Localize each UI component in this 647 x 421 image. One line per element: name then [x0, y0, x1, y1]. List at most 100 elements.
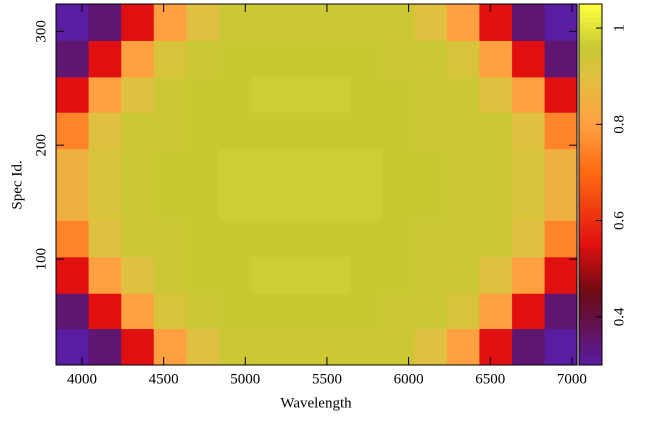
heat-cell — [88, 4, 122, 41]
heat-cell — [186, 220, 220, 258]
heat-cell — [218, 112, 252, 150]
heat-cell — [88, 183, 122, 221]
heat-cell — [381, 112, 415, 150]
colorbar-segment — [579, 157, 602, 163]
colorbar-tick-label: 1 — [611, 24, 627, 32]
heat-cell — [414, 148, 448, 186]
heat-cell — [88, 328, 122, 366]
heat-cell — [218, 183, 252, 221]
colorbar-segment — [579, 80, 602, 86]
colorbar-segment — [579, 252, 602, 258]
heat-cell — [88, 40, 122, 78]
heat-cell — [381, 4, 415, 41]
colorbar-segment — [579, 198, 602, 204]
colorbar-segment — [579, 98, 602, 104]
heat-cell — [284, 328, 318, 366]
heat-cell — [284, 183, 318, 221]
colorbar-segment — [579, 35, 602, 41]
y-tick-label: 300 — [33, 20, 49, 43]
colorbar-segment — [579, 355, 602, 361]
heat-cell — [414, 4, 448, 41]
colorbar-segment — [579, 319, 602, 325]
heat-cell — [218, 148, 252, 186]
colorbar-segment — [579, 202, 602, 208]
colorbar-segment — [579, 89, 602, 95]
colorbar-segment — [579, 351, 602, 357]
x-tick-label: 4000 — [67, 371, 97, 387]
heat-cell — [186, 292, 220, 330]
colorbar-segment — [579, 216, 602, 222]
heat-cell — [153, 256, 187, 294]
heat-cell — [251, 112, 285, 150]
heat-cell — [251, 292, 285, 330]
heat-cell — [88, 112, 122, 150]
colorbar-segment — [579, 207, 602, 213]
heat-cell — [479, 220, 513, 258]
heat-cell — [446, 40, 480, 78]
heat-cell — [479, 4, 513, 41]
heat-cell — [186, 4, 220, 41]
colorbar-segment — [579, 170, 602, 176]
colorbar-segment — [579, 17, 602, 23]
heat-cell — [446, 292, 480, 330]
heat-cell — [349, 183, 383, 221]
colorbar-segment — [579, 8, 602, 14]
heat-cell — [218, 4, 252, 41]
heat-cell — [284, 256, 318, 294]
heat-cell — [284, 112, 318, 150]
heat-cell — [381, 256, 415, 294]
heat-cell — [284, 148, 318, 186]
colorbar-tick-label: 0.8 — [611, 115, 627, 134]
colorbar-segment — [579, 107, 602, 113]
heat-cell — [218, 292, 252, 330]
colorbar-segment — [579, 301, 602, 307]
heat-cell — [56, 112, 90, 150]
heat-cell — [479, 256, 513, 294]
heat-cell — [284, 75, 318, 113]
heat-cell — [186, 40, 220, 78]
heat-cell — [316, 4, 350, 41]
colorbar-segment — [579, 315, 602, 321]
colorbar-segment — [579, 67, 602, 73]
colorbar-segment — [579, 148, 602, 154]
heat-cell — [88, 292, 122, 330]
heat-cell — [218, 75, 252, 113]
colorbar-segment — [579, 337, 602, 343]
colorbar-segment — [579, 342, 602, 348]
heat-cell — [284, 40, 318, 78]
colorbar-segment — [579, 346, 602, 352]
colorbar-segment — [579, 58, 602, 64]
heat-cell — [153, 112, 187, 150]
colorbar-segment — [579, 112, 602, 118]
heat-cell — [251, 183, 285, 221]
heat-cell — [218, 256, 252, 294]
heat-cell — [153, 328, 187, 366]
heat-cell — [284, 220, 318, 258]
x-tick-label: 6500 — [475, 371, 505, 387]
heat-cell — [381, 75, 415, 113]
heat-cell — [316, 220, 350, 258]
heat-cell — [316, 328, 350, 366]
colorbar-segment — [579, 292, 602, 298]
heat-cell — [153, 220, 187, 258]
heat-cell — [251, 220, 285, 258]
colorbar-segment — [579, 116, 602, 122]
colorbar-segment — [579, 247, 602, 253]
heat-cell — [544, 292, 578, 330]
heat-cell — [121, 148, 155, 186]
heat-cell — [544, 220, 578, 258]
colorbar-segment — [579, 324, 602, 330]
colorbar-segment — [579, 22, 602, 28]
heat-cell — [186, 112, 220, 150]
colorbar-segment — [579, 274, 602, 280]
heat-cell — [446, 256, 480, 294]
heat-cell — [153, 183, 187, 221]
heat-cell — [349, 220, 383, 258]
heat-cell — [512, 220, 546, 258]
colorbar-segment — [579, 139, 602, 145]
heat-cell — [153, 292, 187, 330]
colorbar-segment — [579, 40, 602, 46]
heat-cell — [251, 75, 285, 113]
heat-cell — [316, 183, 350, 221]
